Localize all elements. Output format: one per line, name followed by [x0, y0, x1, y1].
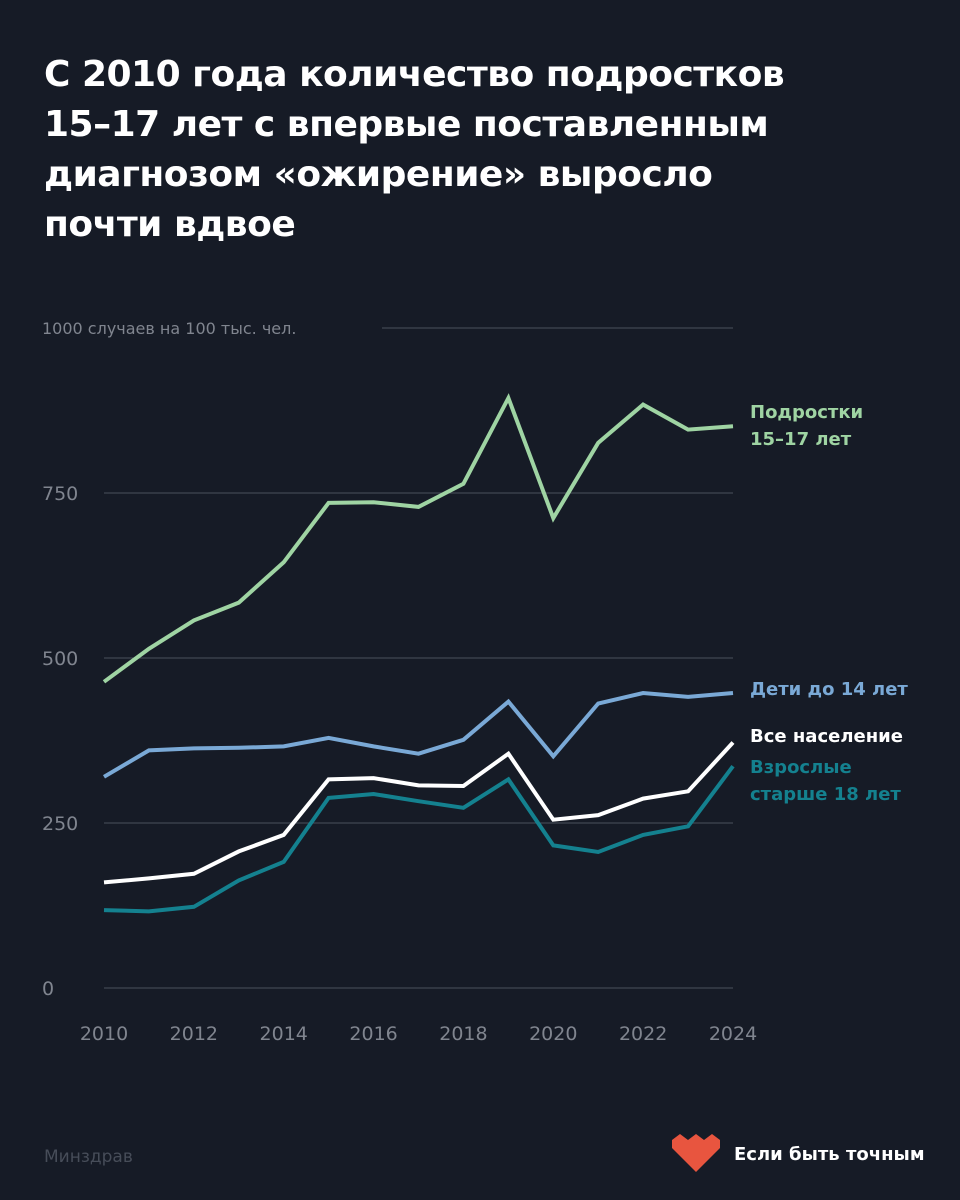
brand-logo-icon: [672, 1134, 720, 1172]
series-line: [102, 690, 734, 779]
title-line: С 2010 года количество подростков: [44, 54, 785, 95]
x-tick-label: 2014: [260, 1023, 308, 1045]
y-axis-label: 1000 случаев на 100 тыс. чел.: [42, 319, 296, 338]
title-line: почти вдвое: [44, 204, 296, 245]
series-line: [102, 393, 734, 684]
title-line: 15–17 лет с впервые поставленным: [44, 104, 769, 145]
y-tick-label: 250: [42, 813, 78, 835]
series-line: [103, 765, 735, 914]
series-label: 15–17 лет: [750, 429, 852, 450]
x-tick-label: 2012: [170, 1023, 218, 1045]
y-tick-label: 0: [42, 978, 54, 1000]
x-tick-label: 2016: [349, 1023, 397, 1045]
x-tick-label: 2020: [529, 1023, 577, 1045]
brand: Если быть точным: [672, 1134, 925, 1174]
y-tick-label: 750: [42, 483, 78, 505]
x-tick-label: 2024: [709, 1023, 757, 1045]
series-label: Все население: [750, 726, 903, 747]
series-label: Подростки: [750, 402, 863, 423]
series-line: [103, 741, 735, 885]
series-label: старше 18 лет: [750, 784, 901, 805]
brand-name: Если быть точным: [734, 1143, 925, 1165]
y-tick-label: 500: [42, 648, 78, 670]
series-label: Взрослые: [750, 757, 852, 778]
chart-title: С 2010 года количество подростков 15–17 …: [44, 50, 904, 250]
x-tick-label: 2010: [80, 1023, 128, 1045]
x-tick-label: 2022: [619, 1023, 667, 1045]
x-tick-label: 2018: [439, 1023, 487, 1045]
series-label: Дети до 14 лет: [750, 679, 908, 700]
title-line: диагнозом «ожирение» выросло: [44, 154, 713, 195]
source-label: Минздрав: [44, 1147, 133, 1167]
